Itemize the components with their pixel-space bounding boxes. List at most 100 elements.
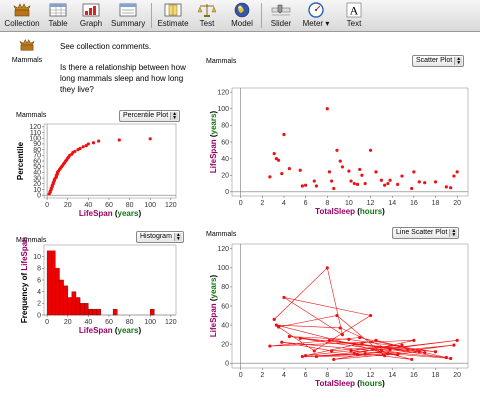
plot-collection-label: Mammals (16, 237, 47, 244)
data-point (388, 348, 392, 352)
collection-tile-label: Mammals (11, 57, 43, 64)
data-point (396, 182, 400, 186)
x-tick-label: 4 (282, 372, 286, 379)
text-icon: A (346, 2, 362, 18)
histogram-plot[interactable]: 0 20 40 60 80 100 120 0 2 4 6 8 10 LifeSpan (years) Fr… (12, 237, 180, 340)
histogram-bar (92, 308, 97, 316)
data-point (148, 137, 152, 141)
x-tick-label: 20 (64, 319, 72, 326)
toolbar-text-button[interactable]: A Text (343, 2, 365, 28)
x-tick-label: 4 (282, 200, 286, 207)
toolbar-label: Collection (4, 19, 40, 28)
data-point (268, 175, 272, 179)
data-point (379, 348, 383, 352)
toolbar-collection-button[interactable]: Collection (3, 2, 41, 28)
x-tick-label: 60 (105, 202, 113, 209)
data-point (268, 344, 272, 348)
toolbar-label: Slider (270, 19, 292, 28)
histogram-type-dropdown[interactable]: Histogram ▲ ▼ (136, 231, 184, 243)
percentile-plot[interactable]: 0 20 40 60 80 100 1200102030405060708090100110… (12, 120, 180, 220)
data-point (332, 357, 336, 362)
data-point (117, 138, 121, 142)
y-tick-label: 80 (33, 147, 41, 154)
x-axis-label: TotalSleep (hours) (315, 207, 385, 216)
data-point (274, 323, 278, 327)
data-point (325, 107, 329, 111)
y-tick-label: 60 (33, 158, 41, 165)
x-tick-label: 0 (45, 202, 49, 209)
toolbar-test-button[interactable]: Test (196, 2, 218, 28)
y-tick-label: 120 (217, 246, 229, 253)
toolbar-slider-button[interactable]: Slider (268, 2, 294, 28)
data-point (73, 149, 77, 153)
y-axis-label: Percentile (16, 141, 25, 180)
data-point (358, 167, 362, 172)
x-tick-label: 16 (410, 200, 418, 207)
data-point (282, 132, 286, 137)
y-tick-label: 2 (37, 301, 41, 308)
histogram-bar (59, 279, 64, 316)
x-tick-label: 2 (260, 200, 264, 207)
x-tick-label: 0 (239, 372, 243, 379)
toolbar-estimate-button[interactable]: Estimate (155, 2, 191, 28)
data-point (312, 179, 316, 183)
x-axis-label: TotalSleep (hours) (315, 379, 385, 388)
x-tick-label: 80 (126, 319, 134, 326)
data-point (383, 183, 387, 187)
toolbar-summary-button[interactable]: Summary (111, 2, 145, 28)
toolbar-label: Summary (111, 19, 146, 28)
toolbar-graph-button[interactable]: Graph (77, 2, 105, 28)
collection-icon (19, 39, 35, 51)
data-point (349, 349, 353, 353)
data-point (360, 342, 364, 346)
scales-icon (197, 4, 217, 17)
toolbar-label: Estimate (157, 19, 189, 28)
toolbar-model-button[interactable]: Model (229, 2, 255, 28)
line-scatter-plot[interactable]: 0 2 4 6 8 10 12 14 16 18 20 0 20 40 60 80 100 120 TotalSle… (202, 238, 472, 390)
y-tick-label: 60 (221, 303, 229, 310)
y-tick-label: 90 (33, 141, 41, 148)
data-point (97, 139, 101, 143)
y-tick-label: 20 (33, 181, 41, 188)
toolbar-table-button[interactable]: Table (45, 2, 71, 28)
dropdown-label: Scatter Plot (416, 57, 453, 64)
data-point (300, 354, 304, 359)
plot-area (43, 123, 177, 199)
histogram-bar (63, 285, 68, 316)
data-point (452, 174, 456, 178)
y-tick-label: 8 (37, 266, 41, 273)
data-point (360, 173, 364, 177)
data-point (282, 295, 286, 300)
collection-tile[interactable]: Mammals (10, 38, 44, 64)
y-axis-label: LifeSpan (years) (209, 111, 218, 174)
toolbar-meter-button[interactable]: Meter ▾ (300, 2, 332, 28)
y-tick-label: 10 (33, 254, 41, 261)
data-point (272, 317, 276, 321)
toolbar-label: Model (231, 19, 253, 28)
line-scatter-plot-type-dropdown[interactable]: Line Scatter Plot ▲ ▼ (392, 227, 460, 239)
dropdown-arrows-icon: ▲ ▼ (454, 57, 463, 66)
data-point (340, 333, 345, 337)
data-point (335, 148, 339, 152)
histogram-bar (71, 291, 77, 316)
data-point (338, 326, 342, 330)
data-point (304, 183, 308, 187)
dropdown-arrows-icon: ▲ ▼ (449, 229, 458, 238)
percentile-plot-type-dropdown[interactable]: Percentile Plot ▲ ▼ (119, 110, 181, 122)
data-point (91, 141, 96, 145)
y-axis-label: LifeSpan (years) (209, 275, 218, 338)
data-point (355, 353, 360, 357)
y-tick-label: 0 (225, 189, 229, 196)
data-point (287, 334, 291, 339)
scatter-plot-type-dropdown[interactable]: Scatter Plot ▲ ▼ (412, 55, 465, 67)
text-note-line: long mammals sleep and how long (60, 74, 184, 83)
y-tick-label: 40 (221, 156, 229, 163)
data-point (396, 353, 400, 357)
toolbar-label: Test (199, 19, 215, 28)
estimate-icon (164, 3, 182, 17)
scatter-plot[interactable]: 0 2 4 6 8 10 12 14 16 18 20 0 20 40 60 80 100 120 TotalSle… (202, 66, 472, 220)
x-tick-label: 120 (165, 202, 177, 209)
data-point (340, 165, 345, 169)
data-point (347, 337, 351, 341)
summary-icon (119, 3, 137, 17)
